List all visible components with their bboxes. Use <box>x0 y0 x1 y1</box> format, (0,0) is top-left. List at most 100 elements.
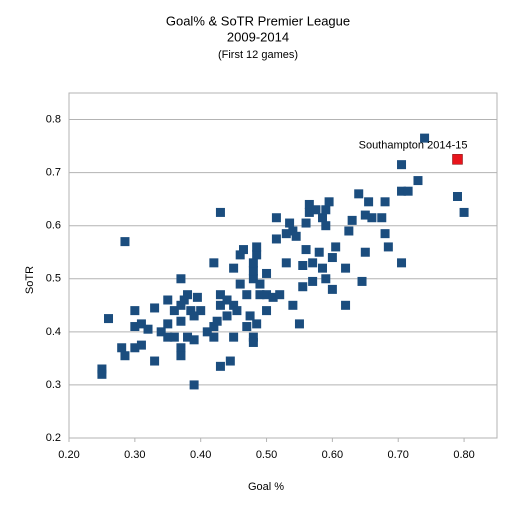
x-tick-label: 0.60 <box>322 449 343 461</box>
point <box>97 369 107 379</box>
point <box>156 327 166 337</box>
point <box>117 343 127 353</box>
point <box>229 300 239 310</box>
point <box>321 221 331 231</box>
highlight-label: Southampton 2014-15 <box>359 139 468 151</box>
point <box>318 213 328 223</box>
point <box>120 351 130 361</box>
point <box>301 245 311 255</box>
point <box>364 197 374 207</box>
y-tick-label: 0.5 <box>46 273 61 285</box>
point <box>285 218 295 228</box>
point <box>252 242 262 252</box>
point <box>377 213 387 223</box>
point <box>248 337 258 347</box>
y-tick-label: 0.4 <box>46 326 61 338</box>
point <box>341 263 351 273</box>
point <box>104 314 114 324</box>
point <box>169 332 179 342</box>
point <box>176 300 186 310</box>
point <box>268 292 278 302</box>
point <box>308 258 318 268</box>
point <box>169 306 179 316</box>
x-tick-label: 0.80 <box>453 449 474 461</box>
y-tick-label: 0.7 <box>46 167 61 179</box>
point <box>304 207 314 217</box>
point <box>367 213 377 223</box>
x-tick-label: 0.40 <box>190 449 211 461</box>
x-tick-label: 0.70 <box>388 449 409 461</box>
point <box>235 250 245 260</box>
point <box>347 215 357 225</box>
point <box>331 242 341 252</box>
point <box>136 340 146 350</box>
point <box>222 295 232 305</box>
point <box>252 319 262 329</box>
point <box>232 306 242 316</box>
y-tick-label: 0.3 <box>46 379 61 391</box>
point <box>281 258 291 268</box>
point <box>150 303 160 313</box>
point <box>262 306 272 316</box>
x-tick-label: 0.30 <box>124 449 145 461</box>
point <box>327 253 337 263</box>
point <box>360 210 370 220</box>
point <box>403 186 413 196</box>
point <box>341 300 351 310</box>
point <box>225 356 235 366</box>
point <box>397 160 407 170</box>
point <box>318 263 328 273</box>
point <box>120 237 130 247</box>
point <box>176 316 186 326</box>
point <box>311 205 321 215</box>
point <box>130 322 140 332</box>
y-tick-label: 0.6 <box>46 220 61 232</box>
point <box>189 311 199 321</box>
point <box>357 276 367 286</box>
point <box>262 290 272 300</box>
x-axis-label: Goal % <box>248 481 284 493</box>
point <box>420 133 430 143</box>
point <box>209 332 219 342</box>
x-tick-label: 0.50 <box>256 449 277 461</box>
point <box>314 247 324 257</box>
chart-note: (First 12 games) <box>218 49 298 61</box>
point <box>242 290 252 300</box>
point <box>143 324 153 334</box>
point <box>209 322 219 332</box>
point <box>321 274 331 284</box>
point <box>294 319 304 329</box>
point <box>354 189 364 199</box>
point <box>281 229 291 239</box>
point <box>229 263 239 273</box>
point <box>248 266 258 276</box>
point <box>248 332 258 342</box>
point <box>327 284 337 294</box>
point <box>212 316 222 326</box>
point <box>163 295 173 305</box>
point <box>215 207 225 217</box>
point <box>196 306 206 316</box>
x-tick-label: 0.20 <box>58 449 79 461</box>
point <box>163 319 173 329</box>
point <box>301 218 311 228</box>
point <box>271 213 281 223</box>
plot-frame <box>68 92 498 439</box>
point <box>215 290 225 300</box>
point <box>189 380 199 390</box>
point <box>360 247 370 257</box>
point <box>452 192 462 201</box>
point <box>192 292 202 302</box>
point <box>183 332 193 342</box>
point <box>179 295 189 305</box>
point <box>262 268 272 278</box>
point <box>235 279 245 289</box>
point <box>222 311 232 321</box>
point <box>202 327 212 337</box>
point <box>298 282 308 292</box>
point <box>275 290 285 300</box>
point <box>248 258 258 268</box>
y-tick-label: 0.8 <box>46 113 61 125</box>
point <box>291 231 301 241</box>
